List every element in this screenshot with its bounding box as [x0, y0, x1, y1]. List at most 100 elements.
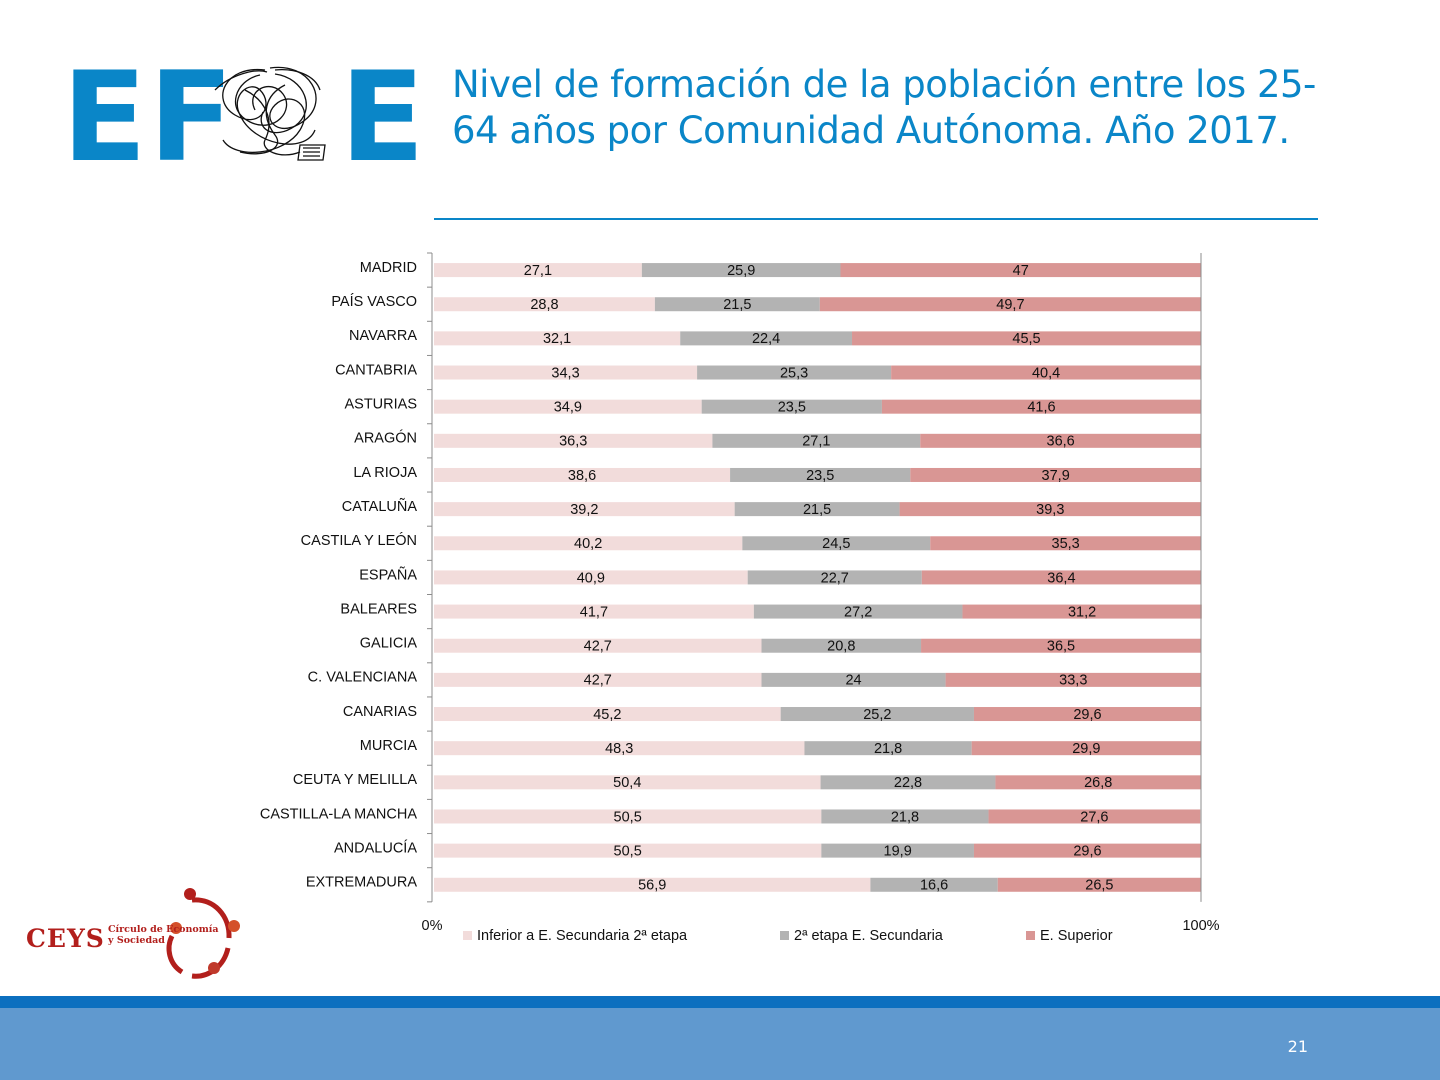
ceys-subtitle: Círculo de Economía y Sociedad	[108, 924, 219, 946]
bar-segment	[891, 365, 1201, 380]
category-label: CASTILLA-LA MANCHA	[260, 806, 417, 822]
data-label: 29,6	[1073, 843, 1101, 859]
bar-segment	[434, 809, 822, 824]
bar-segment	[701, 399, 882, 414]
data-label: 39,2	[570, 502, 598, 518]
category-label: MURCIA	[360, 738, 418, 754]
data-label: 25,3	[780, 365, 808, 381]
data-label: 22,8	[894, 775, 922, 791]
data-label: 16,6	[920, 878, 948, 894]
data-label: 41,7	[580, 604, 608, 620]
bar-segment	[930, 536, 1201, 551]
data-label: 48,3	[605, 741, 633, 757]
ceys-subtitle-line1: Círculo de Economía	[108, 924, 219, 935]
data-label: 21,8	[891, 809, 919, 825]
bar-segment	[730, 467, 911, 482]
bar-segment	[921, 570, 1201, 585]
ceys-wordmark: CEYS	[26, 924, 105, 953]
data-label: 29,9	[1072, 741, 1100, 757]
data-label: 23,5	[778, 400, 806, 416]
data-label: 31,2	[1068, 604, 1096, 620]
data-label: 22,7	[821, 570, 849, 586]
category-label: C. VALENCIANA	[308, 670, 418, 686]
bar-segment	[997, 877, 1201, 892]
data-label: 40,2	[574, 536, 602, 552]
data-label: 20,8	[827, 639, 855, 655]
data-label: 25,2	[863, 707, 891, 723]
bar-segment	[434, 843, 822, 858]
bar-segment	[804, 741, 972, 756]
bar-segment	[434, 638, 762, 653]
legend-swatch	[780, 931, 789, 940]
footer-bar	[0, 1008, 1440, 1080]
bar-segment	[434, 604, 754, 619]
legend-label: E. Superior	[1040, 928, 1113, 944]
category-label: PAÍS VASCO	[331, 293, 417, 310]
bar-segment	[962, 604, 1202, 619]
category-label: CATALUÑA	[342, 498, 418, 515]
footer-stripe	[0, 996, 1440, 1008]
data-label: 29,6	[1073, 707, 1101, 723]
bar-segment	[434, 297, 655, 312]
bar-segment	[995, 775, 1201, 790]
bar-segment	[742, 536, 931, 551]
bar-segment	[680, 331, 853, 346]
data-label: 36,6	[1047, 434, 1075, 450]
data-label: 50,5	[614, 843, 642, 859]
data-label: 42,7	[584, 639, 612, 655]
bar-segment	[434, 775, 821, 790]
data-label: 21,8	[874, 741, 902, 757]
category-label: NAVARRA	[349, 328, 417, 344]
data-label: 24,5	[822, 536, 850, 552]
data-label: 42,7	[584, 673, 612, 689]
bar-segment	[945, 672, 1201, 687]
bar-segment	[881, 399, 1201, 414]
bar-segment	[761, 638, 922, 653]
x-tick-label: 0%	[422, 918, 443, 934]
data-label: 45,2	[593, 707, 621, 723]
bar-segment	[434, 399, 702, 414]
bar-segment	[434, 502, 735, 517]
stacked-bar-chart: MADRID 27,1 25,9 47 PAÍS VASCO 28,8 21,5 49,7 NA…	[260, 252, 1220, 944]
category-label: CEUTA Y MELILLA	[293, 772, 417, 788]
ceys-logo: CEYS Círculo de Economía y Sociedad	[24, 886, 254, 986]
bar-segment	[910, 467, 1201, 482]
bar-segment	[734, 502, 900, 517]
bar-segment	[921, 638, 1201, 653]
data-label: 38,6	[568, 468, 596, 484]
bar-segment	[434, 741, 805, 756]
data-label: 21,5	[723, 297, 751, 313]
page-number: 21	[1287, 1037, 1308, 1056]
bar-segment	[840, 263, 1201, 278]
data-label: 26,8	[1084, 775, 1112, 791]
bar-segment	[697, 365, 892, 380]
category-label: EXTREMADURA	[306, 875, 418, 891]
legend-label: 2ª etapa E. Secundaria	[794, 928, 944, 944]
bar-segment	[747, 570, 922, 585]
bar-segment	[434, 877, 871, 892]
data-label: 39,3	[1036, 502, 1064, 518]
data-label: 49,7	[996, 297, 1024, 313]
title-divider	[434, 218, 1318, 220]
bar-segment	[971, 741, 1201, 756]
category-label: ARAGÓN	[354, 430, 417, 447]
data-label: 28,8	[530, 297, 558, 313]
bar-segment	[434, 433, 713, 448]
bar-segment	[712, 433, 921, 448]
category-label: LA RIOJA	[353, 465, 417, 481]
bar-segment	[434, 331, 681, 346]
bar-segment	[434, 707, 781, 722]
bar-segment	[434, 365, 698, 380]
data-label: 27,6	[1080, 809, 1108, 825]
ceys-subtitle-line2: y Sociedad	[108, 935, 165, 946]
data-label: 40,9	[577, 570, 605, 586]
data-label: 45,5	[1012, 331, 1040, 347]
data-label: 40,4	[1032, 365, 1060, 381]
logo-text-ef: EF	[62, 46, 236, 190]
bar-segment	[920, 433, 1201, 448]
data-label: 24	[845, 673, 861, 689]
bar-segment	[641, 263, 841, 278]
bar-segment	[780, 707, 974, 722]
bar-segment	[852, 331, 1201, 346]
data-label: 36,4	[1047, 570, 1075, 586]
